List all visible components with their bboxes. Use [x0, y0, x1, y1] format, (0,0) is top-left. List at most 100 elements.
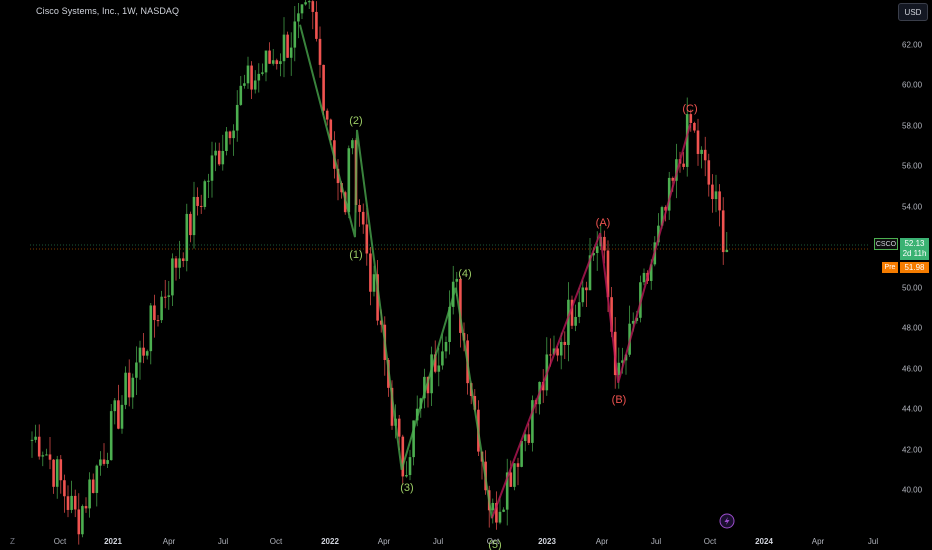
- time-tick: Jul: [867, 537, 879, 546]
- candle-body: [203, 181, 207, 207]
- candle-body: [700, 149, 703, 154]
- price-tick: 50.00: [902, 283, 923, 293]
- candle-body: [336, 168, 340, 184]
- candle-body: [448, 306, 451, 342]
- candle-body: [369, 253, 372, 292]
- candle-body: [577, 302, 581, 317]
- candle-body: [689, 114, 693, 123]
- candle-body: [196, 196, 199, 206]
- time-tick: Oct: [703, 537, 717, 546]
- candle-body: [703, 149, 707, 161]
- candle-body: [318, 38, 322, 65]
- candle-body: [271, 60, 275, 64]
- candle-body: [588, 255, 592, 291]
- candle-body: [693, 122, 696, 131]
- wave-label: (C): [682, 103, 697, 115]
- candle-body: [685, 114, 689, 167]
- candle-body: [523, 434, 527, 441]
- lightning-icon[interactable]: [719, 513, 735, 529]
- candle-body: [228, 131, 232, 139]
- candle-body: [520, 440, 523, 467]
- candle-body: [631, 320, 635, 324]
- currency-button[interactable]: USD: [898, 3, 928, 21]
- candle-body: [563, 341, 567, 346]
- candle-body: [642, 272, 646, 283]
- candle-body: [275, 60, 279, 65]
- candle-body: [210, 155, 214, 181]
- time-tick: Oct: [269, 537, 283, 546]
- candle-body: [585, 287, 588, 291]
- candle-body: [527, 434, 531, 443]
- candle-body: [239, 85, 243, 105]
- time-tick: 2022: [321, 537, 339, 546]
- timezone-button[interactable]: Z: [10, 537, 15, 546]
- wave-label: (4): [458, 268, 471, 280]
- wave-lines-group: [299, 24, 692, 519]
- candle-body: [289, 47, 293, 58]
- candle-body: [91, 479, 95, 493]
- candle-body: [189, 213, 192, 236]
- candle-body: [120, 404, 124, 429]
- candle-body: [437, 365, 441, 372]
- last-price-badge: 52.13 2d 11h: [900, 238, 929, 260]
- candle-body: [55, 459, 59, 487]
- candle-body: [606, 250, 610, 298]
- candle-body: [232, 130, 235, 139]
- candle-body: [401, 436, 405, 477]
- candle-body: [390, 387, 394, 426]
- time-tick: Apr: [162, 537, 176, 546]
- candle-body: [513, 463, 516, 487]
- candle-body: [351, 140, 354, 149]
- candle-body: [243, 83, 246, 86]
- candle-body: [84, 506, 88, 509]
- candle-body: [181, 258, 185, 262]
- wave-labels-group: (1) (2) (3) (4) (5) (A) (B) (C): [349, 103, 697, 550]
- candle-body: [135, 362, 138, 378]
- wave-label: (B): [612, 394, 627, 406]
- candle-body: [304, 2, 307, 5]
- candle-body: [149, 305, 153, 352]
- candle-body: [595, 246, 599, 253]
- price-tick: 56.00: [902, 161, 923, 171]
- candle-body: [322, 64, 325, 111]
- candle-body: [671, 177, 675, 181]
- price-tick: 44.00: [902, 404, 923, 414]
- candle-body: [372, 274, 376, 292]
- candle-body: [325, 110, 329, 120]
- candle-body: [293, 21, 297, 48]
- candle-body: [408, 457, 412, 476]
- wave-label: (5): [488, 539, 501, 550]
- candle-body: [430, 354, 433, 394]
- candle-body: [153, 305, 156, 321]
- candle-body: [682, 163, 685, 167]
- candle-body: [142, 347, 145, 356]
- candle-body: [214, 150, 217, 156]
- candle-body: [171, 258, 174, 296]
- candle-body: [509, 472, 513, 487]
- candle-body: [660, 207, 664, 226]
- candle-body: [268, 50, 271, 64]
- candle-body: [426, 376, 430, 394]
- candles-group: [30, 0, 729, 545]
- candle-body: [412, 420, 415, 458]
- candle-body: [311, 1, 315, 12]
- candle-body: [329, 119, 333, 141]
- candle-body: [570, 299, 574, 326]
- price-tick: 42.00: [902, 445, 923, 455]
- candle-body: [559, 341, 563, 356]
- candle-body: [725, 249, 729, 253]
- pre-market-tag: Pre: [882, 262, 898, 273]
- candle-body: [73, 495, 77, 510]
- time-tick: Apr: [595, 537, 609, 546]
- candle-body: [423, 376, 426, 399]
- candle-body: [286, 34, 289, 58]
- candle-body: [131, 377, 135, 398]
- candle-body: [279, 61, 282, 65]
- candle-body: [63, 480, 66, 497]
- candle-body: [45, 454, 48, 456]
- candle-body: [246, 65, 250, 84]
- candle-body: [77, 509, 81, 535]
- candle-body: [552, 348, 556, 355]
